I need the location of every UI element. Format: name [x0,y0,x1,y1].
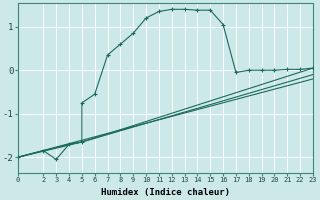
X-axis label: Humidex (Indice chaleur): Humidex (Indice chaleur) [101,188,230,197]
